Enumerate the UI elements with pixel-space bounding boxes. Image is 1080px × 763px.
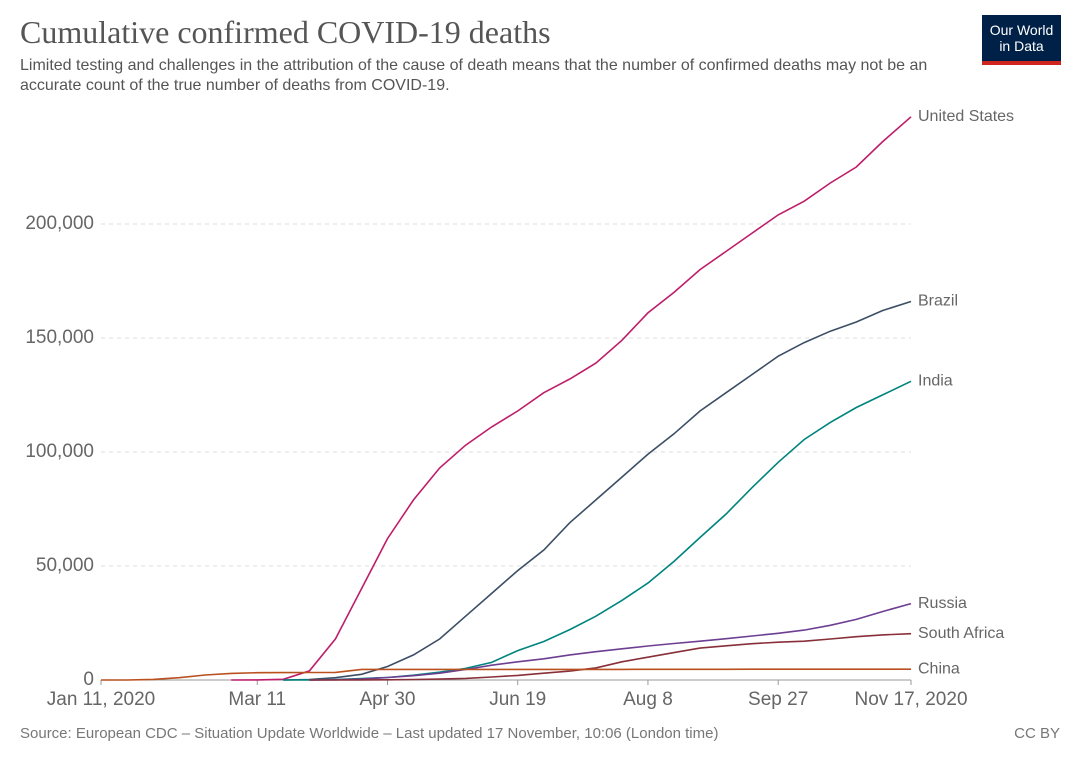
x-tick-label: Jun 19 (489, 689, 546, 710)
series-line (283, 300, 912, 681)
y-tick-label: 200,000 (25, 213, 94, 234)
series-label: Brazil (918, 293, 958, 310)
license: CC BY (1014, 725, 1060, 742)
y-tick-label: 100,000 (25, 441, 94, 462)
x-tick-label: Mar 11 (228, 689, 286, 710)
y-tick-label: 50,000 (36, 555, 94, 576)
series-label: South Africa (918, 625, 1004, 642)
series-label: Russia (918, 595, 967, 612)
chart-subtitle: Limited testing and challenges in the at… (20, 57, 928, 94)
series-line (283, 380, 912, 681)
series-line (101, 668, 911, 681)
x-tick-label: Nov 17, 2020 (854, 689, 967, 710)
series-line (309, 632, 912, 681)
series-label: India (918, 373, 953, 390)
series-label: United States (918, 108, 1014, 125)
series-line (309, 602, 912, 681)
y-tick-label: 0 (83, 669, 94, 690)
x-tick-label: Aug 8 (623, 689, 673, 710)
y-tick-label: 150,000 (25, 327, 94, 348)
series-line (231, 116, 912, 681)
x-tick-label: Sep 27 (748, 689, 808, 710)
chart-title: Cumulative confirmed COVID-19 deaths (20, 14, 551, 50)
x-tick-label: Apr 30 (360, 689, 416, 710)
series-label: China (918, 660, 960, 677)
x-tick-label: Jan 11, 2020 (47, 689, 155, 710)
logo-text: Our World (989, 22, 1054, 38)
logo[interactable]: Our World in Data (982, 15, 1061, 65)
logo-text: in Data (999, 38, 1044, 54)
source: Source: European CDC – Situation Update … (20, 725, 718, 742)
